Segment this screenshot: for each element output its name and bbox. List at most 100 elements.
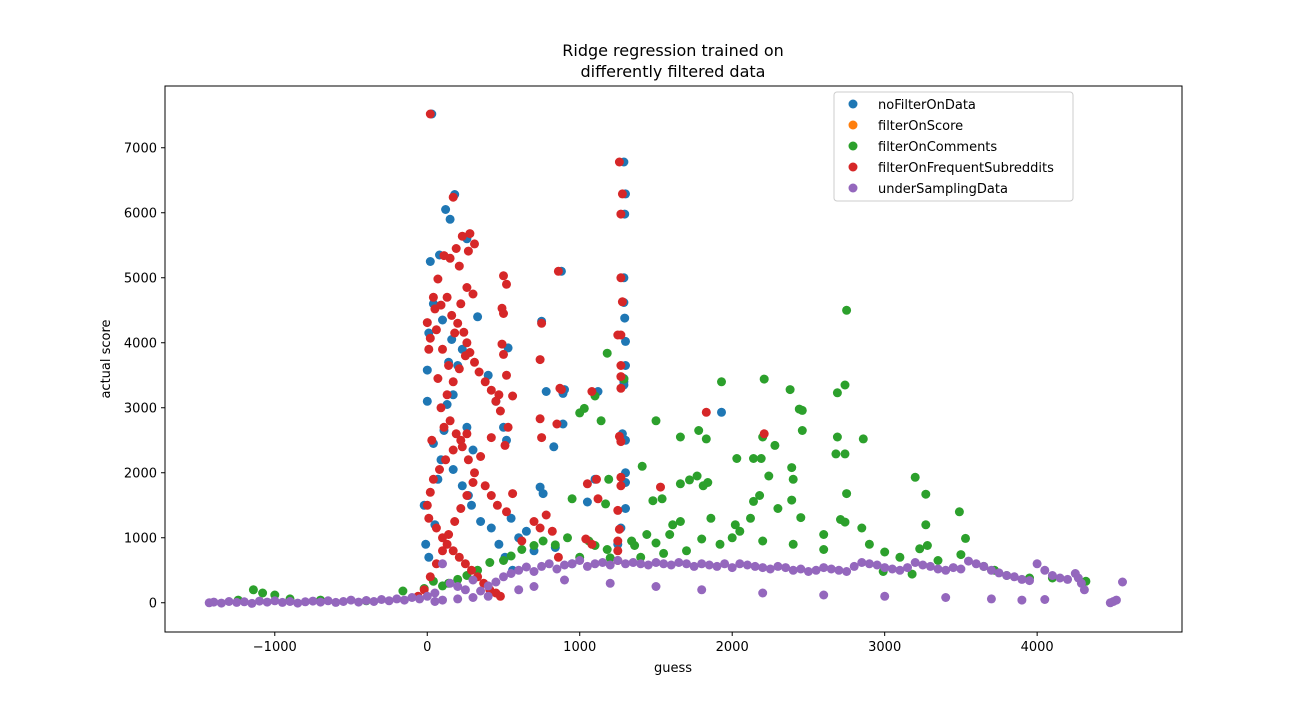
point-noFilterOnData-2 — [441, 205, 451, 214]
point-filterOnFrequentSubreddits-48 — [425, 487, 435, 497]
point-filterOnComments-22 — [832, 432, 842, 442]
point-filterOnComments-52 — [915, 544, 925, 554]
point-underSamplingData-92 — [903, 563, 912, 573]
point-underSamplingData-124 — [986, 594, 996, 604]
point-underSamplingData-68 — [720, 559, 730, 569]
point-noFilterOnData-68 — [445, 214, 455, 224]
point-underSamplingData-98 — [948, 563, 958, 573]
point-underSamplingData-82 — [826, 564, 836, 574]
point-underSamplingData-23 — [377, 595, 386, 604]
point-filterOnFrequentSubreddits-86 — [616, 361, 626, 370]
point-filterOnFrequentSubreddits-14 — [424, 344, 434, 354]
point-filterOnFrequentSubreddits-26 — [486, 385, 496, 395]
point-underSamplingData-102 — [979, 561, 989, 571]
point-filterOnComments-96 — [773, 504, 783, 513]
point-filterOnFrequentSubreddits-2 — [465, 229, 475, 239]
point-filterOnFrequentSubreddits-29 — [503, 422, 513, 432]
point-underSamplingData-59 — [651, 558, 661, 567]
point-noFilterOnData-40 — [422, 396, 432, 406]
point-underSamplingData-17 — [331, 597, 341, 607]
point-underSamplingData-49 — [575, 556, 585, 565]
point-filterOnComments-5 — [785, 385, 795, 395]
point-filterOnComments-112 — [602, 545, 612, 554]
point-filterOnComments-50 — [961, 533, 970, 543]
point-underSamplingData-96 — [933, 564, 943, 574]
point-underSamplingData-125 — [941, 593, 951, 602]
point-underSamplingData-16 — [323, 596, 333, 606]
point-filterOnFrequentSubreddits-125 — [445, 416, 455, 426]
point-filterOnFrequentSubreddits-25 — [480, 377, 490, 387]
point-underSamplingData-91 — [895, 565, 905, 575]
point-underSamplingData-62 — [674, 558, 684, 567]
point-filterOnFrequentSubreddits-124 — [460, 351, 470, 361]
point-underSamplingData-70 — [735, 559, 745, 569]
point-underSamplingData-64 — [689, 561, 699, 571]
point-filterOnFrequentSubreddits-38 — [508, 391, 518, 401]
point-underSamplingData-90 — [887, 564, 897, 574]
point-underSamplingData-129 — [697, 585, 707, 595]
series-underSamplingData — [204, 556, 1127, 608]
point-filterOnFrequentSubreddits-133 — [450, 328, 460, 338]
point-filterOnComments-36 — [698, 481, 708, 491]
point-filterOnComments-43 — [787, 495, 797, 505]
point-filterOnComments-115 — [697, 534, 707, 544]
point-underSamplingData-137 — [453, 594, 463, 604]
point-underSamplingData-4 — [232, 597, 242, 607]
point-filterOnComments-63 — [746, 513, 755, 523]
point-filterOnComments-119 — [819, 545, 829, 554]
point-underSamplingData-6 — [247, 598, 257, 608]
point-filterOnFrequentSubreddits-5 — [463, 246, 473, 256]
point-filterOnFrequentSubreddits-65 — [492, 500, 502, 510]
point-underSamplingData-65 — [697, 559, 707, 569]
point-filterOnFrequentSubreddits-81 — [616, 209, 626, 219]
point-underSamplingData-76 — [781, 563, 791, 573]
point-filterOnComments-41 — [567, 494, 577, 504]
point-filterOnFrequentSubreddits-16 — [436, 300, 446, 310]
legend-label-filterOnFrequentSubreddits: filterOnFrequentSubreddits — [878, 161, 1054, 176]
point-filterOnFrequentSubreddits-36 — [502, 370, 511, 380]
point-underSamplingData-112 — [1055, 573, 1065, 583]
point-noFilterOnData-8 — [620, 313, 630, 323]
point-noFilterOnData-18 — [621, 504, 630, 513]
point-filterOnComments-27 — [732, 454, 742, 463]
point-filterOnFrequentSubreddits-68 — [517, 536, 527, 546]
point-filterOnFrequentSubreddits-34 — [497, 339, 507, 349]
point-filterOnComments-47 — [921, 489, 931, 499]
point-filterOnComments-26 — [756, 454, 766, 463]
point-noFilterOnData-43 — [438, 315, 447, 325]
point-filterOnComments-6 — [840, 380, 850, 390]
point-filterOnComments-17 — [701, 434, 711, 444]
point-filterOnFrequentSubreddits-108 — [547, 526, 557, 536]
point-filterOnComments-37 — [657, 494, 667, 504]
point-underSamplingData-78 — [796, 564, 806, 574]
point-underSamplingData-54 — [613, 556, 623, 565]
point-filterOnFrequentSubreddits-129 — [470, 468, 479, 478]
point-filterOnComments-24 — [840, 449, 850, 459]
point-underSamplingData-97 — [941, 565, 951, 575]
point-filterOnFrequentSubreddits-30 — [499, 271, 508, 281]
point-underSamplingData-44 — [537, 561, 547, 571]
point-underSamplingData-41 — [514, 565, 524, 575]
point-filterOnComments-66 — [668, 520, 678, 530]
point-filterOnFrequentSubreddits-78 — [552, 419, 562, 429]
point-filterOnFrequentSubreddits-73 — [535, 355, 545, 365]
point-filterOnComments-45 — [842, 489, 852, 499]
point-filterOnFrequentSubreddits-62 — [495, 591, 505, 601]
point-filterOnFrequentSubreddits-134 — [456, 299, 466, 309]
point-filterOnFrequentSubreddits-20 — [459, 327, 469, 337]
point-filterOnComments-30 — [788, 474, 798, 484]
point-filterOnComments-113 — [630, 541, 640, 550]
point-filterOnComments-78 — [506, 551, 516, 561]
y-tick-label: 5000 — [124, 271, 157, 286]
point-filterOnComments-117 — [758, 536, 768, 546]
point-filterOnFrequentSubreddits-135 — [462, 283, 472, 292]
point-filterOnComments-20 — [797, 426, 807, 435]
point-underSamplingData-72 — [750, 561, 760, 571]
y-axis-label: actual score — [99, 319, 114, 398]
point-underSamplingData-8 — [262, 597, 272, 607]
point-underSamplingData-34 — [460, 585, 470, 595]
point-underSamplingData-110 — [1040, 565, 1050, 575]
point-underSamplingData-22 — [369, 597, 379, 606]
point-underSamplingData-63 — [682, 559, 691, 569]
